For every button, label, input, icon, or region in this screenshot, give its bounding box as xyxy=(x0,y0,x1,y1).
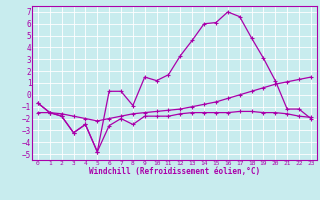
X-axis label: Windchill (Refroidissement éolien,°C): Windchill (Refroidissement éolien,°C) xyxy=(89,167,260,176)
